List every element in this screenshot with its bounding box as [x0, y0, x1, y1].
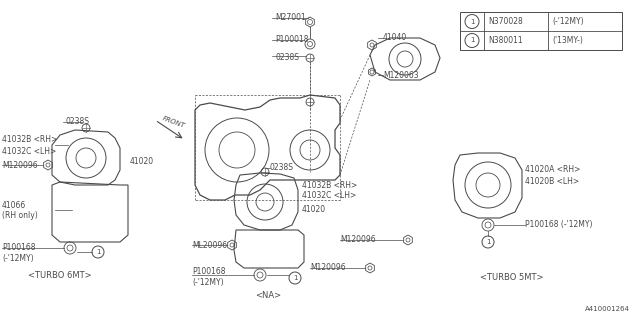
Text: P100168: P100168	[192, 268, 225, 276]
Text: 1: 1	[470, 37, 474, 44]
Text: ML20096: ML20096	[192, 241, 227, 250]
Text: N370028: N370028	[488, 17, 523, 26]
Text: <TURBO 6MT>: <TURBO 6MT>	[28, 271, 92, 281]
Text: M120096: M120096	[340, 236, 376, 244]
Text: 41066: 41066	[2, 201, 26, 210]
Text: ('13MY-): ('13MY-)	[552, 36, 583, 45]
Text: M120096: M120096	[310, 263, 346, 273]
Text: 41020: 41020	[130, 157, 154, 166]
Text: 0238S: 0238S	[270, 164, 294, 172]
Text: M27001: M27001	[275, 13, 306, 22]
Text: 0238S: 0238S	[65, 117, 89, 126]
Text: 41040: 41040	[383, 34, 407, 43]
Text: 1: 1	[486, 239, 490, 245]
Text: M120063: M120063	[383, 70, 419, 79]
Text: P100168: P100168	[2, 244, 35, 252]
Bar	[460, 12, 622, 50]
Text: <TURBO 5MT>: <TURBO 5MT>	[480, 274, 543, 283]
Text: P100168 (-'12MY): P100168 (-'12MY)	[525, 220, 593, 229]
Text: N380011: N380011	[488, 36, 523, 45]
Text: (-'12MY): (-'12MY)	[552, 17, 584, 26]
Text: 41032B <RH>: 41032B <RH>	[302, 180, 357, 189]
Text: <NA>: <NA>	[255, 291, 281, 300]
Text: (-'12MY): (-'12MY)	[192, 277, 223, 286]
Text: 41032C <LH>: 41032C <LH>	[2, 147, 56, 156]
Text: (-'12MY): (-'12MY)	[2, 253, 34, 262]
Text: M120096: M120096	[2, 161, 38, 170]
Text: P100018: P100018	[275, 36, 308, 44]
Text: (RH only): (RH only)	[2, 211, 38, 220]
Text: 41020B <LH>: 41020B <LH>	[525, 178, 579, 187]
Text: A410001264: A410001264	[585, 306, 630, 312]
Text: 1: 1	[292, 275, 297, 281]
Text: 41032C <LH>: 41032C <LH>	[302, 191, 356, 201]
Text: 41020A <RH>: 41020A <RH>	[525, 165, 580, 174]
Text: 0238S: 0238S	[275, 53, 299, 62]
Text: 41020: 41020	[302, 205, 326, 214]
Text: 1: 1	[470, 19, 474, 25]
Text: 1: 1	[96, 249, 100, 255]
Text: FRONT: FRONT	[161, 115, 186, 129]
Text: 41032B <RH>: 41032B <RH>	[2, 135, 57, 145]
